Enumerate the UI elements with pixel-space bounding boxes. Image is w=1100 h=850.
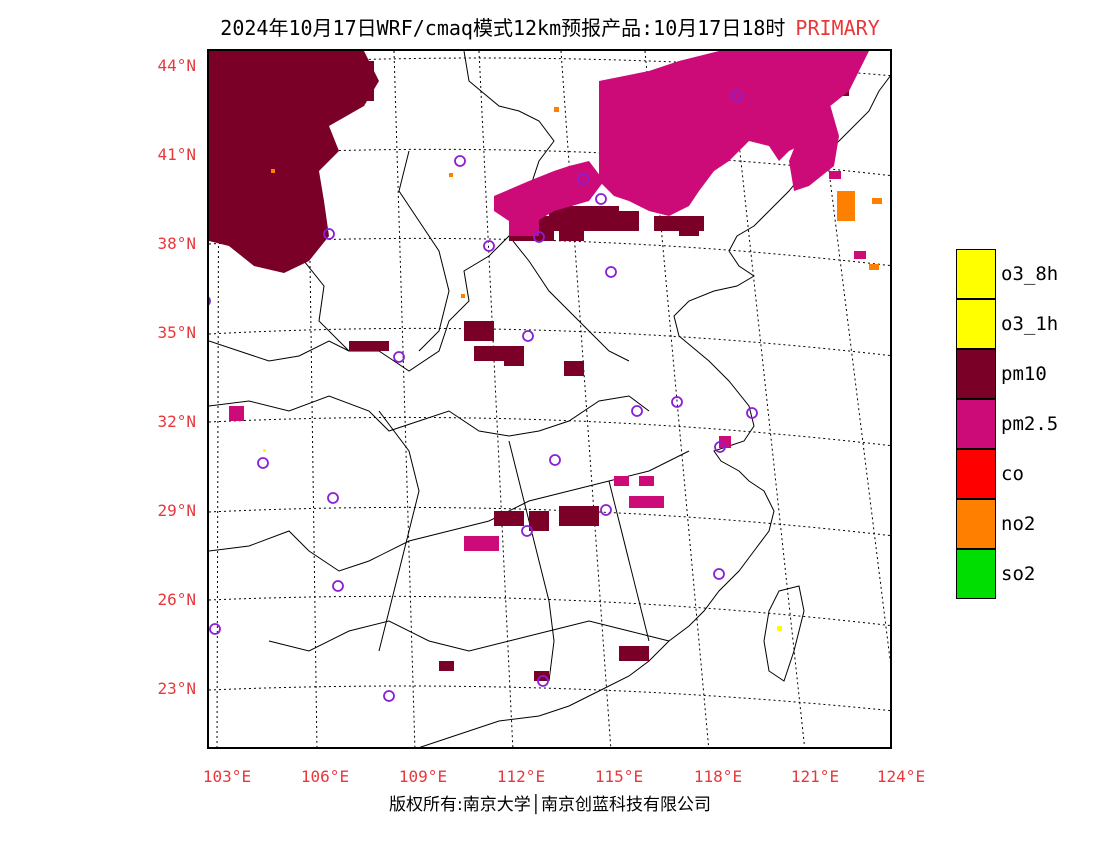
map-title: 2024年10月17日WRF/cmaq模式12km预报产品:10月17日18时 P…	[0, 12, 1100, 41]
lat-label-35: 35°N	[157, 323, 196, 342]
lat-label-44: 44°N	[157, 56, 196, 75]
lon-label-124: 124°E	[876, 767, 926, 786]
legend-swatch	[956, 299, 996, 349]
lat-label-26: 26°N	[157, 590, 196, 609]
legend-label: co	[1001, 463, 1024, 485]
pm10-areas	[209, 51, 849, 681]
o3-spots	[263, 449, 782, 631]
lon-label-115: 115°E	[594, 767, 644, 786]
station-markers	[209, 90, 758, 702]
lat-label-41: 41°N	[157, 145, 196, 164]
legend-swatch	[956, 549, 996, 599]
lat-label-29: 29°N	[157, 501, 196, 520]
lon-label-112: 112°E	[496, 767, 546, 786]
lon-label-118: 118°E	[693, 767, 743, 786]
map-panel[interactable]	[207, 49, 892, 749]
title-text: 2024年10月17日WRF/cmaq模式12km预报产品:10月17日18时	[220, 16, 786, 40]
lat-label-38: 38°N	[157, 234, 196, 253]
legend-label: pm10	[1001, 363, 1047, 385]
legend-swatch	[956, 249, 996, 299]
legend-label: no2	[1001, 513, 1036, 535]
map-svg	[209, 51, 890, 747]
lon-label-106: 106°E	[300, 767, 350, 786]
legend-label: so2	[1001, 563, 1036, 585]
lat-label-32: 32°N	[157, 412, 196, 431]
pm25-areas	[229, 51, 869, 551]
lon-label-121: 121°E	[790, 767, 840, 786]
lon-label-109: 109°E	[398, 767, 448, 786]
legend-swatch	[956, 499, 996, 549]
copyright-footer: 版权所有:南京大学│南京创蓝科技有限公司	[389, 795, 711, 815]
no2-areas	[271, 107, 882, 298]
legend-label: pm2.5	[1001, 413, 1059, 435]
lat-label-23: 23°N	[157, 679, 196, 698]
legend-swatch	[956, 449, 996, 499]
title-tag: PRIMARY	[795, 16, 880, 40]
lon-label-103: 103°E	[202, 767, 252, 786]
legend-swatch	[956, 399, 996, 449]
legend-label: o3_1h	[1001, 313, 1059, 335]
boundaries	[209, 51, 890, 747]
legend-label: o3_8h	[1001, 263, 1059, 285]
legend-swatch	[956, 349, 996, 399]
